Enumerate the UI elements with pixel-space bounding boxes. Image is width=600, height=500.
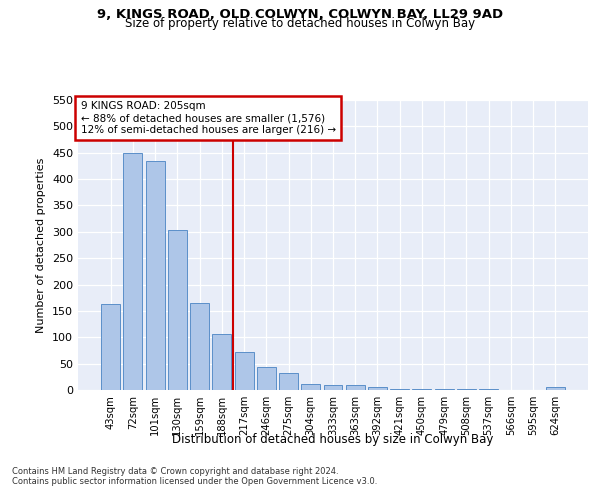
Bar (146, 160, 164, 390)
Bar (346, 386, 365, 390)
Bar (301, 384, 320, 390)
Y-axis label: Number of detached properties: Number of detached properties (37, 158, 46, 332)
Bar (412, 389, 431, 390)
Bar (546, 388, 565, 390)
Bar (390, 389, 409, 390)
Text: 9 KINGS ROAD: 205sqm
← 88% of detached houses are smaller (1,576)
12% of semi-de: 9 KINGS ROAD: 205sqm ← 88% of detached h… (80, 102, 335, 134)
Text: Contains public sector information licensed under the Open Government Licence v3: Contains public sector information licen… (12, 477, 377, 486)
Bar (368, 388, 387, 390)
Text: 9, KINGS ROAD, OLD COLWYN, COLWYN BAY, LL29 9AD: 9, KINGS ROAD, OLD COLWYN, COLWYN BAY, L… (97, 8, 503, 20)
Bar (279, 372, 298, 390)
Bar (323, 384, 343, 390)
Text: Contains HM Land Registry data © Crown copyright and database right 2024.: Contains HM Land Registry data © Crown c… (12, 467, 338, 476)
Bar (257, 367, 276, 390)
Bar (124, 152, 142, 390)
Bar (235, 352, 254, 390)
Text: Distribution of detached houses by size in Colwyn Bay: Distribution of detached houses by size … (172, 432, 494, 446)
Bar (168, 230, 187, 390)
Bar (101, 304, 120, 390)
Bar (212, 334, 231, 390)
Text: Size of property relative to detached houses in Colwyn Bay: Size of property relative to detached ho… (125, 18, 475, 30)
Bar (190, 303, 209, 390)
